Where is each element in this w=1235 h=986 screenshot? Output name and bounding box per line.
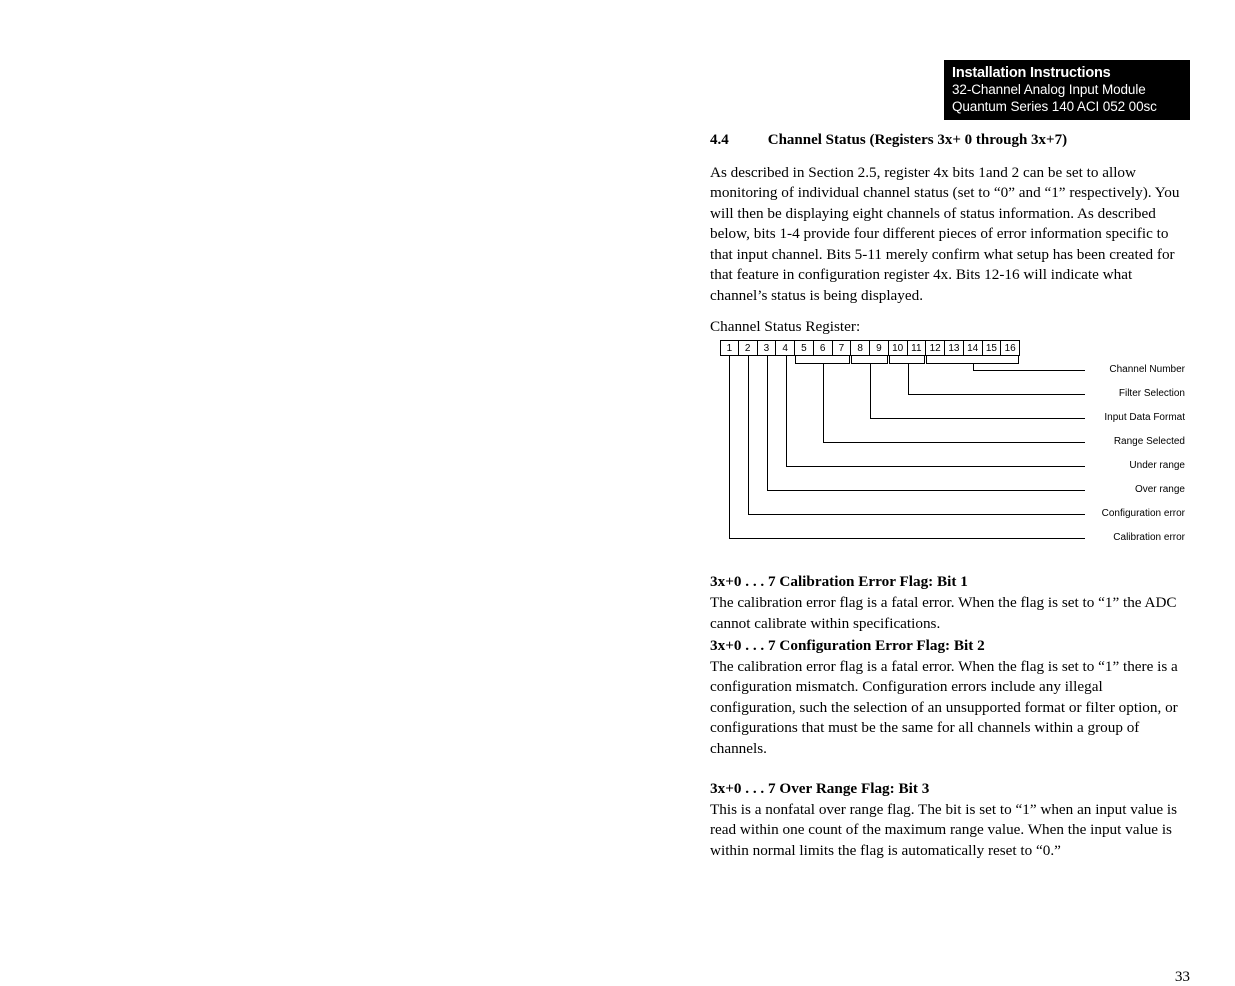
header-title: Installation Instructions — [952, 64, 1182, 82]
register-label: Channel Status Register: — [710, 318, 1190, 336]
definition-body: The calibration error flag is a fatal er… — [710, 594, 1177, 632]
bit-cell: 2 — [739, 340, 758, 356]
bit-cell: 12 — [926, 340, 945, 356]
header-sub-1: 32-Channel Analog Input Module — [952, 82, 1182, 99]
header-box: Installation Instructions 32-Channel Ana… — [944, 60, 1190, 120]
diagram-stem — [729, 356, 730, 538]
diagram-leader — [870, 418, 1085, 419]
section-heading: 4.4 Channel Status (Registers 3x+ 0 thro… — [710, 132, 1190, 149]
definition-heading: 3x+0 . . . 7 Configuration Error Flag: B… — [710, 637, 985, 654]
bit-group-bracket — [889, 356, 926, 364]
diagram-stem — [767, 356, 768, 490]
diagram-stem — [786, 356, 787, 466]
header-sub-2: Quantum Series 140 ACI 052 00sc — [952, 99, 1182, 116]
bit-cell: 8 — [851, 340, 870, 356]
diagram-label: Over range — [1135, 484, 1185, 495]
diagram-label: Calibration error — [1113, 532, 1185, 543]
diagram-stem — [870, 364, 871, 418]
section-number: 4.4 — [710, 132, 764, 149]
diagram-label: Channel Number — [1065, 364, 1185, 375]
bit-header-row: 12345678910111213141516 — [720, 340, 1020, 356]
definition-heading: 3x+0 . . . 7 Calibration Error Flag: Bit… — [710, 573, 968, 590]
page-number: 33 — [1175, 968, 1190, 986]
bit-group-bracket — [795, 356, 850, 364]
intro-paragraph: As described in Section 2.5, register 4x… — [710, 163, 1190, 307]
diagram-stem — [823, 364, 824, 442]
definition-block: 3x+0 . . . 7 Calibration Error Flag: Bit… — [710, 572, 1190, 634]
definition-block: 3x+0 . . . 7 Configuration Error Flag: B… — [710, 636, 1190, 759]
diagram-leader — [767, 490, 1085, 491]
bit-cell: 4 — [776, 340, 795, 356]
diagram-stem — [908, 364, 909, 394]
diagram-label: Range Selected — [1065, 436, 1185, 447]
page-content: Installation Instructions 32-Channel Ana… — [710, 60, 1190, 861]
diagram-leader — [786, 466, 1085, 467]
definition-blocks: 3x+0 . . . 7 Calibration Error Flag: Bit… — [710, 572, 1190, 861]
definition-body: The calibration error flag is a fatal er… — [710, 658, 1178, 757]
bit-diagram: 12345678910111213141516Channel NumberFil… — [710, 340, 1190, 566]
bit-group-bracket — [851, 356, 888, 364]
bit-cell: 6 — [814, 340, 833, 356]
bit-cell: 1 — [720, 340, 739, 356]
bit-cell: 7 — [833, 340, 852, 356]
bit-cell: 3 — [758, 340, 777, 356]
diagram-label: Configuration error — [1102, 508, 1185, 519]
section-title: Channel Status (Registers 3x+ 0 through … — [768, 132, 1067, 148]
bit-cell: 5 — [795, 340, 814, 356]
diagram-label: Filter Selection — [1065, 388, 1185, 399]
diagram-label: Under range — [1129, 460, 1185, 471]
definition-block: 3x+0 . . . 7 Over Range Flag: Bit 3 This … — [710, 779, 1190, 861]
diagram-leader — [908, 394, 1086, 395]
bit-cell: 16 — [1001, 340, 1020, 356]
diagram-leader — [748, 514, 1085, 515]
diagram-leader — [729, 538, 1085, 539]
definition-heading: 3x+0 . . . 7 Over Range Flag: Bit 3 — [710, 780, 929, 797]
diagram-leader — [823, 442, 1085, 443]
diagram-label: Input Data Format — [1065, 412, 1185, 423]
bit-cell: 11 — [908, 340, 927, 356]
bit-cell: 14 — [964, 340, 983, 356]
bit-cell: 13 — [945, 340, 964, 356]
bit-group-bracket — [926, 356, 1019, 364]
definition-body: This is a nonfatal over range flag. The … — [710, 801, 1177, 859]
bit-cell: 9 — [870, 340, 889, 356]
diagram-stem — [748, 356, 749, 514]
bit-cell: 10 — [889, 340, 908, 356]
bit-cell: 15 — [983, 340, 1002, 356]
